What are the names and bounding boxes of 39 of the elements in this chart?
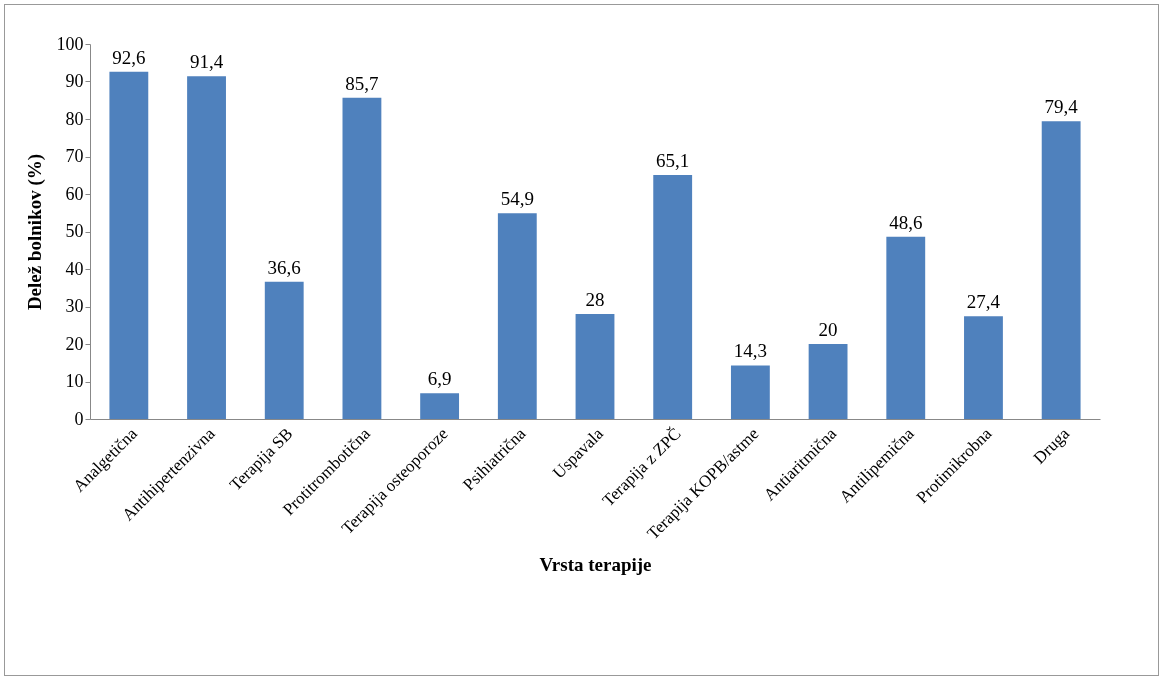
y-tick-label: 30 (65, 296, 84, 316)
data-label: 91,4 (189, 51, 224, 73)
data-label: 20 (818, 319, 838, 340)
bar (342, 97, 382, 419)
y-tick-label: 50 (65, 221, 84, 241)
bar (808, 344, 848, 419)
bar (575, 314, 615, 419)
y-tick-label: 80 (65, 108, 84, 129)
bar (964, 316, 1003, 419)
y-tick-label: 10 (65, 371, 84, 391)
y-axis-title: Delež bolnikov (%) (23, 153, 46, 311)
bar (886, 236, 926, 419)
data-label: 54,9 (500, 188, 534, 210)
data-label: 79,4 (1044, 96, 1079, 118)
bar (497, 213, 537, 419)
bar (420, 393, 460, 419)
data-label: 36,6 (267, 256, 301, 278)
data-label: 27,4 (966, 291, 1001, 313)
data-label: 28 (585, 289, 605, 310)
bar (730, 365, 770, 419)
y-tick-label: 60 (65, 183, 84, 204)
bar (1041, 121, 1081, 419)
data-label: 65,1 (656, 149, 690, 171)
y-tick-label: 90 (65, 71, 84, 91)
y-tick-label: 20 (65, 333, 84, 354)
bar (109, 71, 149, 419)
y-tick-label: 70 (65, 146, 84, 166)
bar (653, 174, 693, 419)
y-tick-label: 100 (56, 33, 84, 54)
data-label: 48,6 (889, 211, 923, 233)
data-label: 14,3 (733, 340, 768, 362)
y-tick-label: 40 (65, 258, 84, 279)
x-axis-title: Vrsta terapije (539, 554, 652, 576)
y-tick-label: 0 (74, 408, 84, 429)
bar (187, 76, 226, 419)
bar (264, 281, 304, 419)
data-label: 6,9 (427, 368, 452, 390)
data-label: 85,7 (345, 72, 379, 94)
data-label: 92,6 (112, 46, 146, 68)
